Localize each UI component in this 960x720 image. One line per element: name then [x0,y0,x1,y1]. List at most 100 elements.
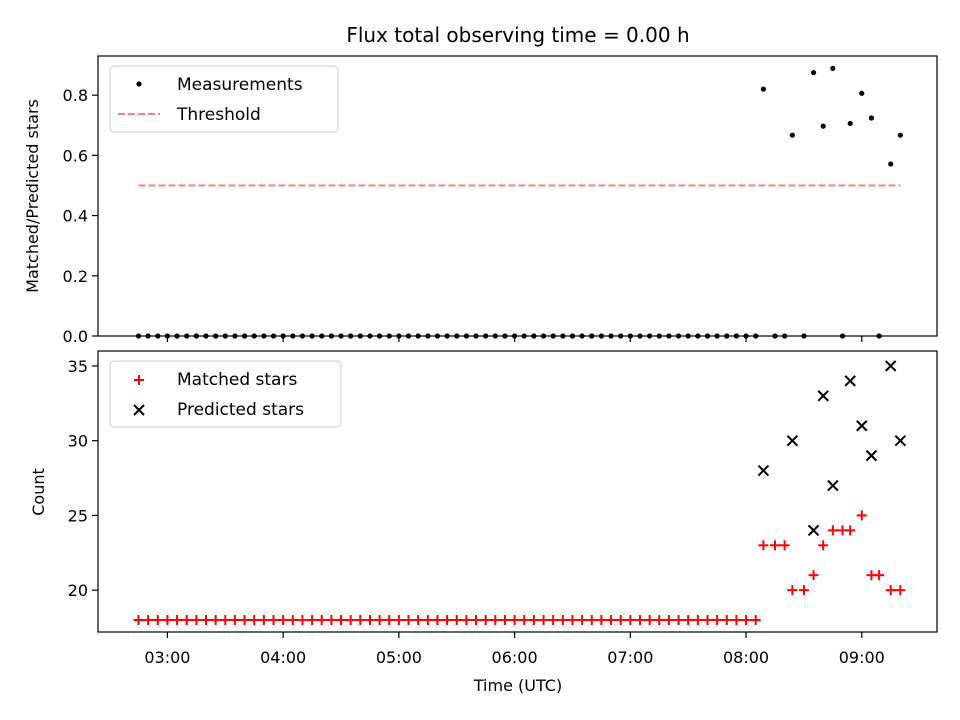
matched-star-point [490,615,501,626]
matched-star-point [567,615,578,626]
measurement-point [251,333,257,339]
predicted-star-point [757,464,770,477]
measurement-point [608,333,614,339]
bottom-y-axis: 20 25 30 35 [68,357,98,600]
matched-star-point [278,615,289,626]
measurement-point [473,333,479,339]
measurement-point [193,333,199,339]
measurement-point [319,333,325,339]
matched-star-point [355,615,366,626]
measurement-point [241,333,248,339]
matched-star-point [152,615,163,626]
predicted-star-point [856,420,868,432]
measurement-point [155,333,161,339]
measurement-point [772,333,778,339]
top-y-tick-label: 0.8 [63,86,88,105]
measurement-point [367,333,373,339]
measurement-point [685,333,691,339]
measurement-point [463,333,469,339]
legend-label-measurements: Measurements [177,75,303,95]
measurement-point [589,333,595,339]
matched-star-point [480,615,491,626]
matched-star-point [442,615,453,626]
predicted-star-point [885,360,897,372]
measurement-point [618,333,624,339]
matched-star-point [509,615,520,626]
matched-star-point [297,615,308,626]
measurement-point [810,69,817,76]
measurement-point [868,115,875,121]
x-tick-label: 09:00 [839,648,885,667]
top-y-axis: 0.0 0.2 0.4 0.6 0.8 [63,86,98,346]
matched-star-point [634,615,645,626]
measurement-point [801,333,807,339]
bottom-y-tick-label: 30 [68,432,88,451]
matched-star-point [471,615,482,626]
top-y-tick-label: 0.6 [63,146,88,165]
matched-star-point [683,615,694,626]
matched-star-point [143,615,154,626]
measurement-point [637,333,643,339]
matched-star-point [644,615,655,626]
matched-star-point [663,615,674,626]
matched-star-point [326,615,337,626]
matched-star-point [432,615,443,626]
legend-marker-measurements [136,81,142,87]
x-tick-label: 08:00 [723,648,769,667]
measurement-point [348,333,354,339]
matched-star-point [307,615,318,626]
measurement-point [724,333,730,339]
measurement-point [386,333,392,339]
measurement-point [753,333,759,339]
measurement-point [560,333,566,339]
bottom-legend: Matched stars Predicted stars [109,360,342,428]
matched-star-point [758,540,769,551]
top-y-tick-label: 0.0 [63,327,88,346]
measurement-point [309,333,315,339]
matched-star-point [133,615,144,626]
matched-star-point [403,615,414,626]
measurement-point [847,120,853,127]
matched-star-point [336,615,347,626]
matched-star-point [345,615,356,626]
matched-star-point [577,615,588,626]
matched-star-point [856,510,867,521]
measurement-point [656,333,662,339]
x-tick-label: 04:00 [260,648,306,667]
matched-star-point [258,615,269,626]
matched-star-point [538,615,549,626]
matched-star-point [249,615,260,626]
matched-star-point [741,615,752,626]
matched-star-point [268,615,279,626]
bottom-y-tick-label: 25 [68,506,88,525]
bottom-plot-area [133,360,907,626]
predicted-star-point [817,390,829,402]
measurement-point [531,333,537,339]
top-panel-frame [97,55,938,337]
matched-star-point [162,615,173,626]
matched-star-point [422,615,433,626]
predicted-star-point [865,449,878,462]
matched-star-point [702,615,713,626]
measurement-point [888,161,894,167]
matched-star-point [827,525,838,536]
measurement-point [328,333,334,339]
matched-star-point [210,615,221,626]
measurement-point [627,333,633,339]
bottom-y-axis-label: Count [29,468,48,516]
measurement-point [280,333,286,339]
matched-star-point [586,615,597,626]
matched-star-point [316,615,327,626]
matched-star-point [557,615,568,626]
measurement-point [876,333,882,339]
predicted-star-point [844,375,856,387]
x-tick-label: 05:00 [376,648,422,667]
measurement-point [675,333,682,339]
bottom-y-tick-label: 20 [68,581,88,600]
matched-star-point [519,615,530,626]
top-y-tick-label: 0.2 [63,267,88,286]
legend-label-matched-stars: Matched stars [177,370,297,390]
measurement-point [666,333,672,339]
measurement-point [425,333,431,339]
matched-star-point [201,615,212,626]
